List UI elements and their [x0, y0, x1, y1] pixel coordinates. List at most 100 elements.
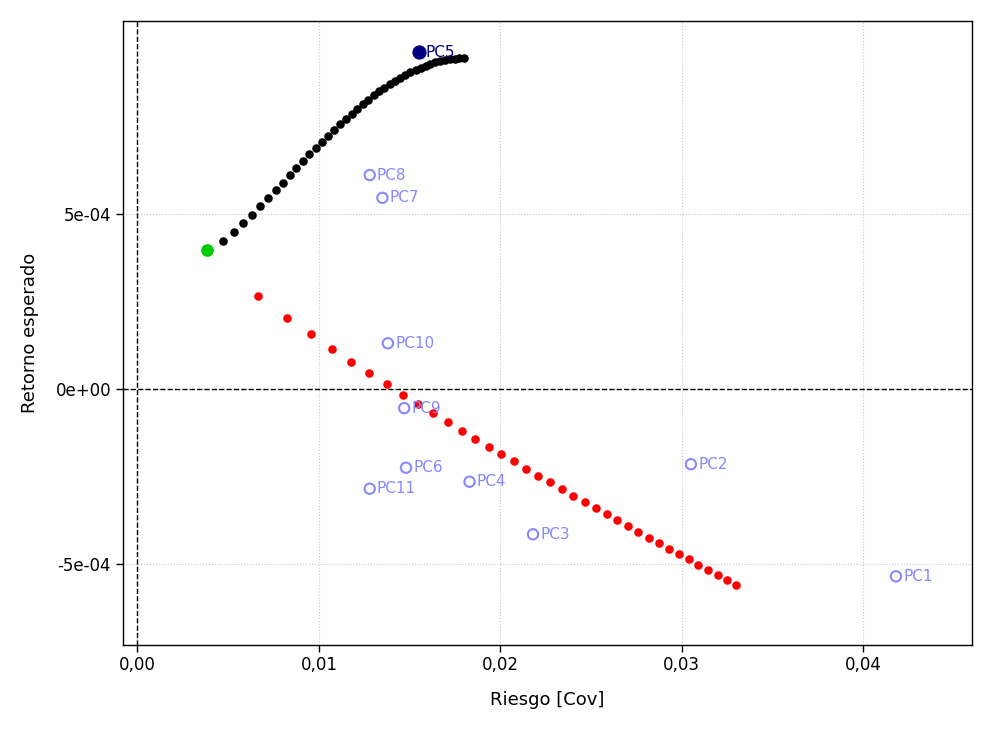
- Point: [382, 78, 398, 90]
- Point: [361, 368, 377, 380]
- Text: PC8: PC8: [377, 168, 406, 182]
- Point: [620, 520, 636, 532]
- Point: [690, 559, 706, 571]
- Point: [392, 72, 408, 83]
- Point: [244, 209, 260, 220]
- Point: [650, 537, 666, 549]
- Point: [554, 483, 570, 495]
- Point: [518, 463, 534, 474]
- Point: [525, 529, 541, 540]
- Point: [631, 526, 646, 538]
- Point: [355, 98, 370, 110]
- Point: [282, 169, 298, 181]
- Point: [398, 462, 414, 474]
- Point: [260, 193, 276, 204]
- Point: [599, 508, 615, 520]
- Text: PC9: PC9: [411, 401, 441, 415]
- Text: PC2: PC2: [698, 457, 728, 472]
- Point: [462, 476, 478, 488]
- Point: [344, 356, 359, 368]
- Point: [530, 470, 546, 482]
- Point: [432, 55, 448, 67]
- Point: [610, 515, 626, 526]
- Point: [719, 575, 735, 586]
- Point: [376, 82, 392, 93]
- Point: [302, 149, 318, 161]
- Text: PC7: PC7: [389, 191, 419, 205]
- Point: [289, 162, 305, 174]
- Point: [395, 389, 411, 401]
- Point: [700, 564, 716, 576]
- Point: [418, 60, 434, 72]
- Point: [324, 343, 340, 355]
- Point: [235, 218, 251, 229]
- Point: [542, 477, 558, 488]
- Point: [683, 458, 699, 470]
- Point: [481, 441, 496, 453]
- Point: [378, 379, 394, 391]
- Point: [661, 543, 677, 555]
- Point: [506, 456, 522, 467]
- Point: [275, 177, 291, 188]
- Point: [410, 399, 426, 410]
- Point: [728, 580, 744, 591]
- Point: [680, 553, 696, 565]
- Point: [437, 54, 453, 66]
- Point: [361, 483, 377, 494]
- Point: [215, 235, 231, 247]
- Point: [365, 90, 381, 101]
- Point: [456, 53, 472, 64]
- Point: [338, 113, 354, 125]
- Text: PC6: PC6: [413, 460, 443, 475]
- Point: [577, 496, 593, 507]
- Point: [396, 402, 412, 414]
- Point: [454, 425, 470, 437]
- Point: [350, 103, 365, 115]
- Point: [442, 53, 458, 65]
- Point: [252, 201, 268, 212]
- Point: [387, 75, 403, 87]
- Point: [888, 571, 904, 583]
- Point: [308, 142, 324, 154]
- Y-axis label: Retorno esperado: Retorno esperado: [21, 253, 39, 413]
- Point: [565, 490, 581, 502]
- Point: [640, 531, 656, 543]
- Point: [494, 448, 509, 460]
- Point: [407, 64, 423, 76]
- Point: [411, 47, 427, 58]
- Text: PC10: PC10: [395, 336, 434, 351]
- Text: PC1: PC1: [904, 569, 932, 584]
- Text: PC3: PC3: [540, 527, 570, 542]
- Point: [360, 93, 376, 105]
- Point: [303, 328, 319, 340]
- Point: [314, 136, 330, 147]
- Point: [425, 407, 441, 419]
- Point: [452, 53, 468, 64]
- Point: [422, 58, 438, 70]
- Point: [200, 245, 215, 256]
- Point: [427, 57, 443, 69]
- Point: [380, 337, 396, 349]
- Point: [320, 130, 336, 142]
- Point: [226, 226, 242, 238]
- Point: [361, 169, 377, 181]
- Point: [371, 85, 387, 97]
- Point: [344, 108, 359, 120]
- Point: [447, 53, 463, 65]
- Point: [402, 66, 418, 78]
- X-axis label: Riesgo [Cov]: Riesgo [Cov]: [491, 691, 605, 709]
- Point: [295, 155, 311, 167]
- Point: [374, 192, 390, 204]
- Point: [412, 62, 428, 74]
- Point: [440, 416, 456, 428]
- Point: [332, 118, 348, 130]
- Point: [279, 312, 295, 323]
- Point: [710, 569, 726, 581]
- Point: [588, 502, 604, 514]
- Point: [671, 548, 687, 560]
- Point: [250, 291, 266, 302]
- Point: [397, 69, 413, 80]
- Text: PC5: PC5: [426, 45, 456, 60]
- Point: [200, 245, 215, 256]
- Point: [468, 433, 484, 445]
